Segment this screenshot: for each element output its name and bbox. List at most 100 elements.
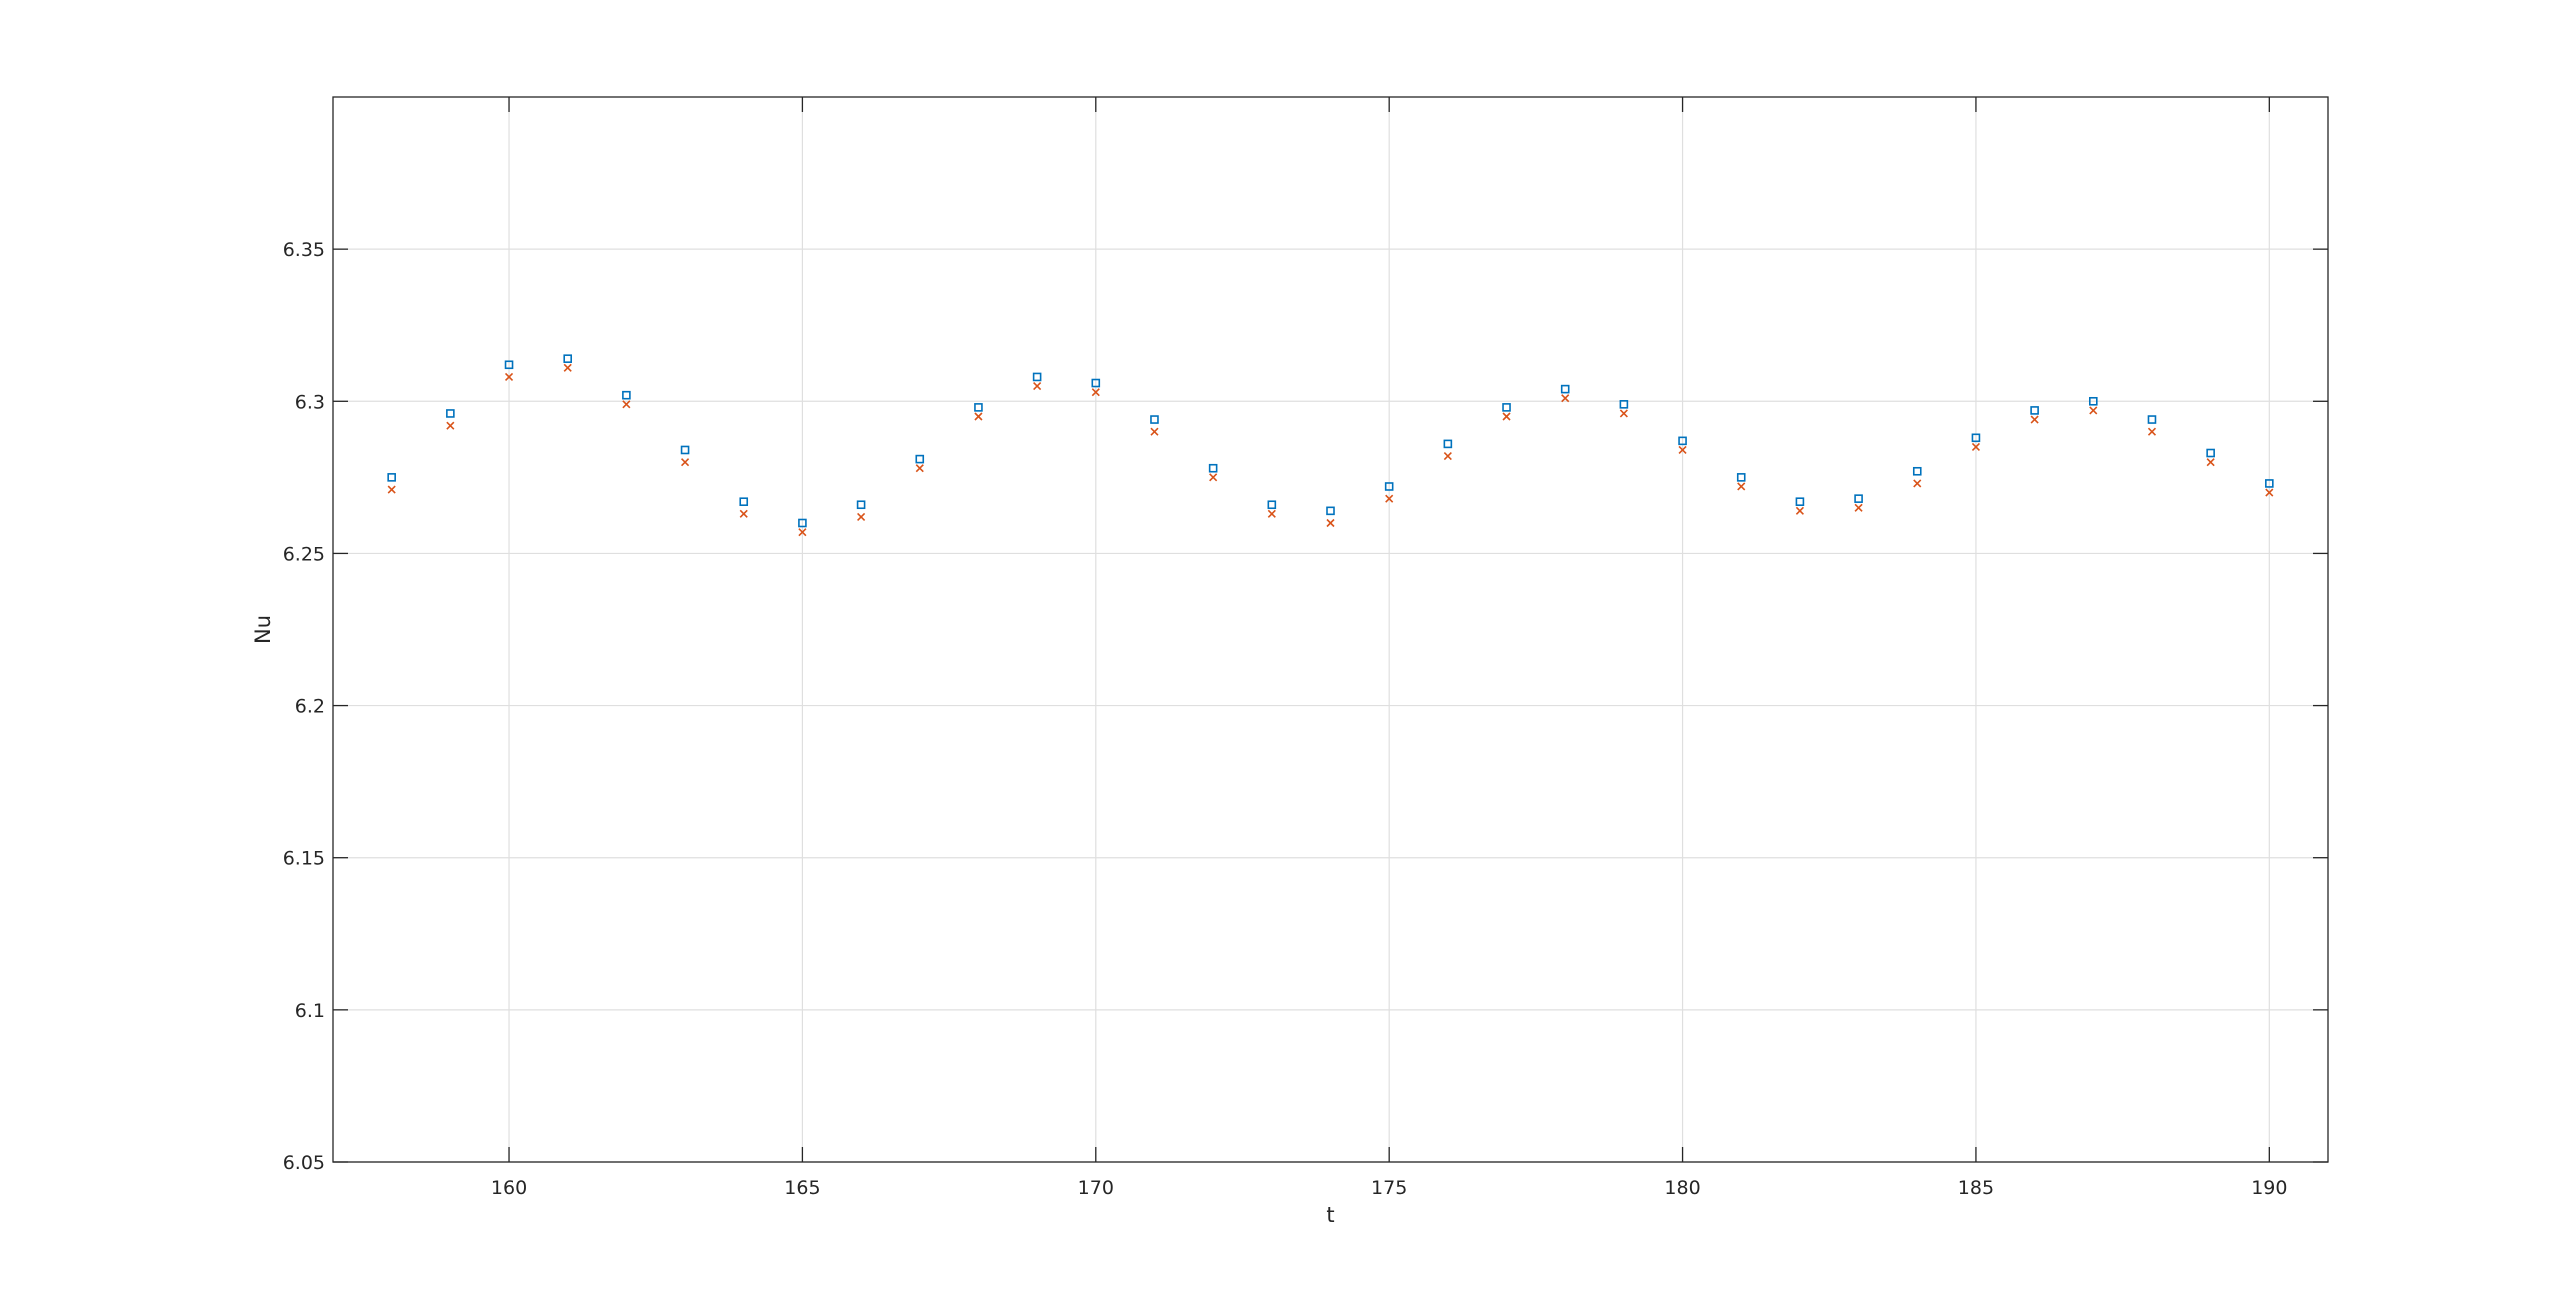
data-point-x-stroke bbox=[1854, 503, 1863, 512]
data-point-x-stroke bbox=[1678, 445, 1687, 455]
data-point-x-stroke bbox=[2030, 415, 2039, 424]
data-point-square bbox=[1560, 384, 1570, 394]
data-point-square bbox=[915, 454, 925, 464]
data-point-x-stroke bbox=[446, 421, 455, 430]
y-tick-label: 6.1 bbox=[295, 1000, 325, 1022]
data-point-square bbox=[1384, 482, 1394, 491]
data-point-x bbox=[1795, 506, 1804, 515]
data-point-x bbox=[1326, 518, 1335, 528]
data-point-square bbox=[1619, 400, 1629, 409]
y-tick-label: 6.15 bbox=[283, 848, 325, 870]
data-point-x bbox=[1091, 388, 1100, 397]
data-point-x bbox=[1561, 394, 1570, 403]
y-tick-label: 6.3 bbox=[295, 391, 325, 413]
x-tick-label: 190 bbox=[2251, 1177, 2287, 1199]
data-point-x bbox=[1971, 442, 1981, 451]
data-point-square bbox=[798, 518, 807, 528]
data-point-x bbox=[680, 458, 690, 467]
data-point-square bbox=[1032, 372, 1042, 382]
data-point-x bbox=[798, 528, 807, 537]
data-point-square bbox=[1150, 415, 1159, 424]
data-point-x-stroke bbox=[680, 458, 690, 467]
grid bbox=[333, 97, 2328, 1163]
data-point-square bbox=[622, 390, 631, 400]
data-point-square bbox=[1678, 436, 1687, 446]
axes-frame bbox=[332, 96, 2329, 1163]
x-tick-label: 160 bbox=[491, 1177, 527, 1199]
data-point-square bbox=[1795, 497, 1805, 507]
data-point-x-stroke bbox=[1502, 412, 1511, 421]
data-point-square bbox=[446, 409, 455, 418]
data-point-square bbox=[1854, 494, 1863, 503]
data-point-x bbox=[1385, 494, 1394, 503]
data-point-square bbox=[1912, 466, 1922, 476]
data-point-x bbox=[2147, 427, 2157, 436]
data-point-x bbox=[2265, 488, 2274, 497]
data-point-square bbox=[974, 403, 983, 412]
y-tick-label: 6.2 bbox=[295, 696, 325, 718]
x-tick-label: 180 bbox=[1664, 1177, 1700, 1199]
data-point-square bbox=[1971, 433, 1981, 443]
data-point-x-stroke bbox=[1033, 382, 1042, 391]
data-point-x-stroke bbox=[1795, 506, 1804, 515]
data-point-x bbox=[622, 400, 631, 409]
data-point-x bbox=[739, 509, 748, 518]
data-point-x-stroke bbox=[798, 528, 807, 537]
data-point-x-stroke bbox=[915, 464, 924, 473]
data-point-x bbox=[1619, 409, 1628, 418]
data-point-x bbox=[1854, 503, 1863, 512]
data-point-x bbox=[504, 372, 514, 382]
data-point-x bbox=[1209, 473, 1218, 482]
data-point-x-stroke bbox=[1561, 394, 1570, 403]
series-2 bbox=[387, 363, 2274, 537]
data-point-x-stroke bbox=[2089, 406, 2098, 415]
data-point-square bbox=[1208, 463, 1218, 473]
data-point-x-stroke bbox=[1326, 518, 1335, 528]
data-point-x bbox=[1737, 482, 1746, 491]
data-point-x-stroke bbox=[1443, 451, 1452, 461]
data-point-x-stroke bbox=[563, 363, 572, 372]
data-point-x-stroke bbox=[1209, 473, 1218, 482]
data-point-square bbox=[1736, 473, 1746, 482]
data-point-x-stroke bbox=[2206, 458, 2215, 467]
data-point-square bbox=[680, 445, 690, 455]
data-point-x bbox=[915, 464, 924, 473]
data-point-square bbox=[387, 473, 396, 482]
data-point-x-stroke bbox=[622, 400, 631, 409]
y-tick-label: 6.25 bbox=[283, 543, 325, 565]
data-point-x-stroke bbox=[1971, 442, 1981, 451]
data-point-square bbox=[2206, 448, 2215, 458]
data-point-x bbox=[2089, 406, 2098, 415]
data-point-x bbox=[1033, 382, 1042, 391]
data-point-x bbox=[387, 485, 396, 494]
data-point-square bbox=[504, 360, 514, 370]
data-point-x bbox=[1150, 427, 1159, 436]
data-point-x-stroke bbox=[974, 412, 983, 421]
data-point-square bbox=[856, 500, 866, 510]
data-point-square bbox=[1326, 506, 1335, 516]
data-point-x bbox=[1678, 445, 1687, 455]
data-point-square bbox=[1443, 439, 1453, 449]
data-point-x-stroke bbox=[387, 485, 396, 494]
data-point-square bbox=[1502, 403, 1511, 412]
data-point-x bbox=[1443, 451, 1452, 461]
y-tick-label: 6.05 bbox=[283, 1152, 325, 1174]
data-point-square bbox=[563, 354, 573, 363]
data-point-square bbox=[2265, 479, 2274, 488]
data-point-x bbox=[857, 512, 866, 521]
data-point-square bbox=[739, 497, 749, 507]
data-point-x-stroke bbox=[1913, 479, 1922, 488]
data-point-x-stroke bbox=[1267, 509, 1276, 518]
data-point-x bbox=[563, 363, 572, 372]
x-tick-label: 185 bbox=[1958, 1177, 1994, 1199]
data-point-x bbox=[2030, 415, 2039, 424]
data-point-x-stroke bbox=[2265, 488, 2274, 497]
data-point-x-stroke bbox=[739, 509, 748, 518]
data-point-square bbox=[2030, 406, 2039, 415]
data-point-x-stroke bbox=[2147, 427, 2157, 436]
data-point-x-stroke bbox=[1737, 482, 1746, 491]
x-tick-label: 165 bbox=[784, 1177, 820, 1199]
data-point-x-stroke bbox=[1091, 388, 1100, 397]
x-tick-label: 170 bbox=[1078, 1177, 1114, 1199]
